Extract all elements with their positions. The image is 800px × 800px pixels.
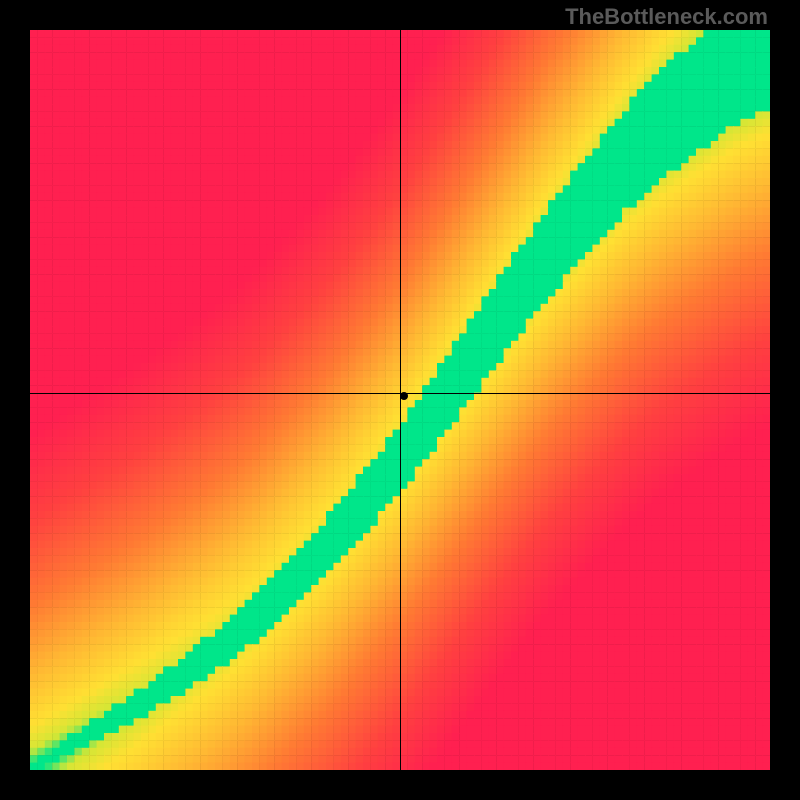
marker-dot: [400, 392, 408, 400]
heatmap-chart: [30, 30, 770, 770]
watermark-text: TheBottleneck.com: [565, 4, 768, 30]
crosshair-vertical: [400, 30, 401, 770]
